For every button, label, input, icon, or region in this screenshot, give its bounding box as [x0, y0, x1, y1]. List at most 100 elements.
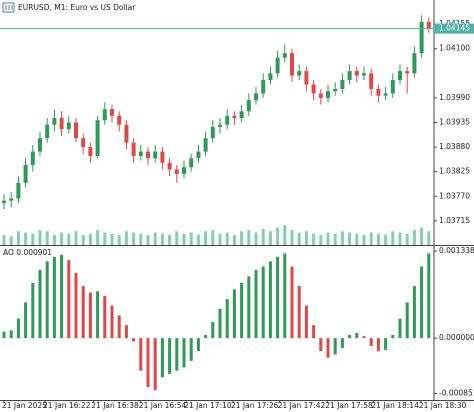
volume-bar [304, 231, 308, 245]
volume-bar [52, 235, 56, 245]
volume-bar [168, 235, 172, 245]
volume-bar [124, 231, 128, 245]
ao-bar [160, 338, 164, 378]
volume-bar [232, 235, 236, 245]
volume-bar [427, 231, 431, 245]
volume-bar [45, 231, 49, 245]
ao-bar [319, 338, 323, 352]
ao-bar [168, 338, 172, 374]
candle-body [326, 91, 330, 98]
y-tick-label: 0.001338 [439, 246, 474, 255]
candle-body [45, 124, 50, 139]
volume-bar [160, 233, 164, 245]
volume-bar [146, 235, 150, 245]
volume-bar [153, 232, 157, 245]
y-tick-label: 1.03715 [439, 216, 470, 225]
candle-body [225, 115, 230, 125]
volume-bar [412, 230, 416, 245]
ao-bar [261, 266, 265, 339]
volume-bar [60, 232, 64, 245]
ao-bar [74, 273, 78, 339]
volume-bar [31, 233, 35, 245]
ao-bar [16, 318, 20, 339]
ao-bar [290, 266, 294, 339]
volume-bar [369, 232, 373, 245]
volume-bar [312, 233, 316, 245]
candle-body [110, 109, 114, 116]
last-price-box [434, 23, 474, 34]
ao-bar [391, 334, 395, 339]
candle-body [232, 115, 237, 119]
ao-bar [427, 253, 431, 339]
ao-bar [38, 269, 42, 339]
volume-bar [110, 233, 114, 245]
ao-bar [204, 334, 208, 339]
candle-body [196, 151, 201, 159]
y-tick-label: 1.04100 [439, 44, 470, 53]
ao-bar [103, 295, 107, 339]
volume-bar [182, 233, 186, 245]
x-tick-label: 21 Jan 18:30 [419, 401, 467, 410]
y-tick-label: 1.03770 [439, 191, 470, 200]
ao-bar [24, 302, 28, 339]
candle-body [239, 111, 244, 119]
candle-body [59, 118, 64, 130]
ao-bar [124, 325, 128, 339]
candle-body [340, 80, 345, 89]
ao-bar [60, 254, 64, 339]
volume-bar [283, 225, 287, 245]
ao-bar [348, 334, 352, 339]
volume-bar [247, 230, 251, 245]
ao-bar [139, 338, 143, 371]
volume-bar [81, 235, 85, 245]
ao-bar [182, 338, 186, 368]
volume-bar [175, 231, 179, 245]
volume-bar [348, 232, 352, 245]
volume-bar [268, 231, 272, 245]
x-tick-label: 21 Jan 17:42 [278, 401, 326, 410]
ao-bar [81, 286, 85, 339]
ao-bar [312, 325, 316, 339]
volume-bar [340, 231, 344, 245]
volume-bar [67, 233, 71, 245]
ao-bar [110, 305, 114, 339]
ao-bar [132, 338, 136, 342]
volume-bar [74, 231, 78, 245]
volume-bar [297, 232, 301, 245]
candle-body [246, 100, 251, 112]
candle-body [131, 142, 136, 157]
y-tick-label: 1.03990 [439, 93, 470, 102]
chart-title: EURUSD, M1: Euro vs US Dollar [18, 3, 136, 12]
candle-body [102, 109, 107, 121]
x-tick-label: 21 Jan 2025 [2, 401, 47, 410]
last-price-label: 1.04145 [439, 24, 470, 33]
ao-bar [254, 269, 258, 339]
volume-bar [290, 230, 294, 245]
volume-bar [391, 231, 395, 245]
candle-body [153, 151, 158, 159]
candle-body [261, 80, 266, 94]
volume-bar [103, 232, 107, 245]
ao-bar [153, 338, 157, 391]
y-tick-label: 1.03825 [439, 167, 470, 176]
candle-body [2, 200, 6, 203]
candle-body [282, 53, 287, 58]
volume-bar [139, 233, 143, 245]
volume-bar [276, 227, 280, 245]
candle-body [347, 71, 352, 81]
volume-bar [2, 235, 6, 245]
volume-bar [362, 235, 366, 245]
ao-bar [225, 299, 229, 339]
volume-bar [355, 233, 359, 245]
candle-body [333, 88, 338, 92]
ao-bar [189, 338, 193, 361]
y-tick-label: 1.03880 [439, 142, 470, 151]
ao-bar [67, 260, 71, 339]
ao-bar [211, 321, 215, 339]
ao-bar [31, 282, 35, 339]
ao-bar [117, 315, 121, 339]
ao-bar [268, 261, 272, 339]
candle-body [218, 124, 222, 127]
candle-body [88, 147, 93, 157]
ao-bar [276, 256, 280, 339]
